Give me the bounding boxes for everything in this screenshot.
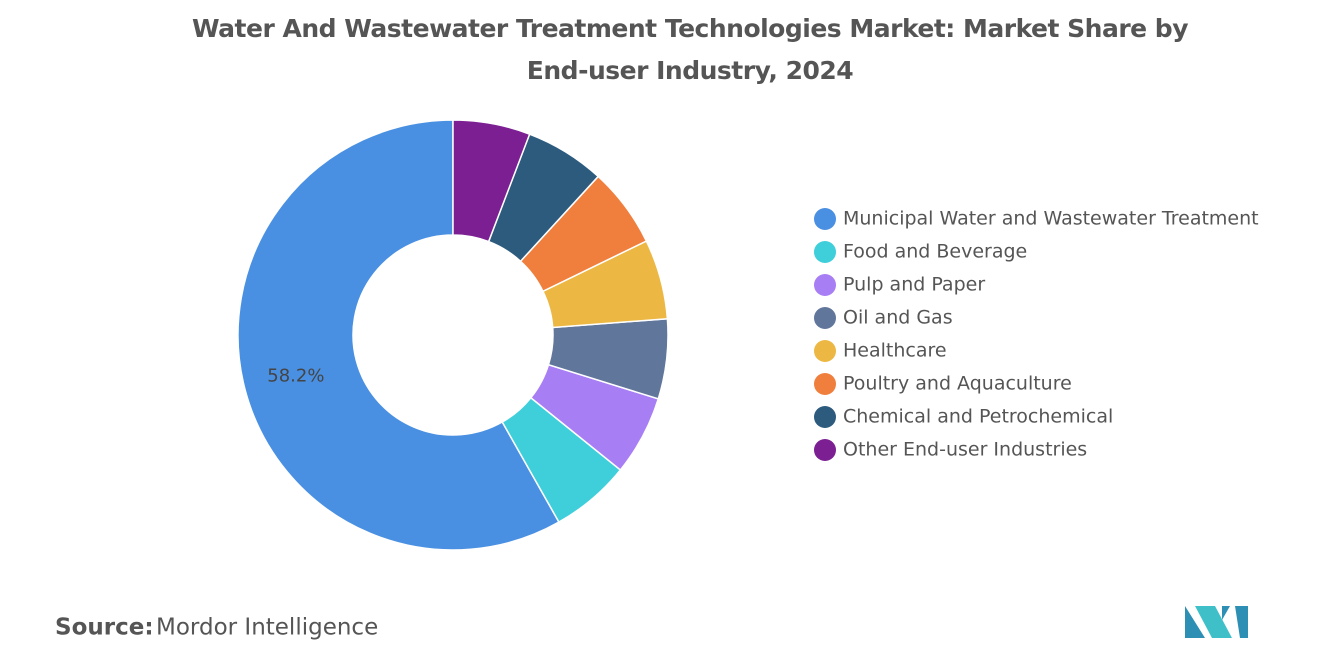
legend-marker — [814, 241, 836, 263]
legend-marker — [814, 307, 836, 329]
source-label: Source: — [55, 615, 154, 641]
legend-marker — [814, 340, 836, 362]
legend-label: Healthcare — [843, 340, 947, 362]
legend-label: Pulp and Paper — [843, 274, 985, 296]
legend-label: Food and Beverage — [843, 241, 1027, 263]
legend-label: Poultry and Aquaculture — [843, 373, 1072, 395]
legend-label: Chemical and Petrochemical — [843, 406, 1113, 428]
legend-label: Municipal Water and Wastewater Treatment — [843, 208, 1259, 230]
donut: 58.2% — [237, 119, 669, 551]
legend-label: Oil and Gas — [843, 307, 953, 329]
logo — [1185, 606, 1248, 638]
legend-marker — [814, 406, 836, 428]
data-label: 58.2% — [267, 365, 324, 386]
donut-slice — [237, 119, 560, 551]
legend-marker — [814, 208, 836, 230]
legend-marker — [814, 373, 836, 395]
source-text: Mordor Intelligence — [156, 615, 378, 641]
legend-label: Other End-user Industries — [843, 439, 1087, 461]
chart-title: End-user Industry, 2024 — [527, 56, 854, 85]
chart-title: Water And Wastewater Treatment Technolog… — [192, 14, 1188, 43]
legend-marker — [814, 274, 836, 296]
legend: Municipal Water and Wastewater Treatment… — [814, 208, 1259, 461]
donut-slice — [452, 119, 531, 243]
legend-marker — [814, 439, 836, 461]
